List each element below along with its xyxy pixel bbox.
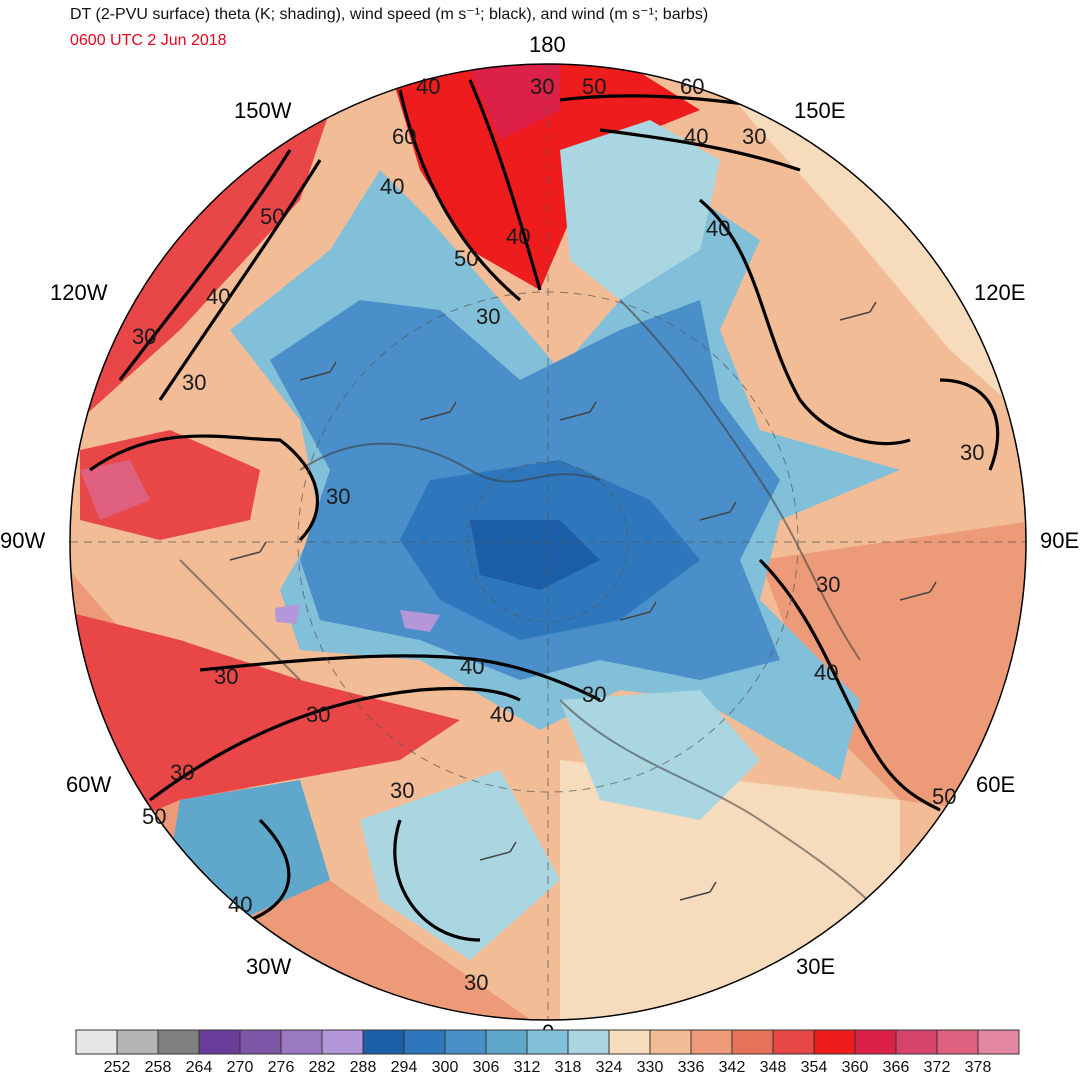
lon-label-60e: 60E [976, 772, 1015, 797]
colorbar-tick-label: 312 [514, 1059, 541, 1076]
contour-label: 30 [582, 682, 606, 707]
contour-label: 30 [476, 304, 500, 329]
contour-label: 30 [816, 572, 840, 597]
contour-label: 30 [530, 74, 554, 99]
colorbar-swatch [567, 1029, 610, 1055]
lon-label-180: 180 [529, 32, 566, 57]
contour-label: 30 [170, 760, 194, 785]
lon-label-120w: 120W [50, 280, 108, 305]
contour-label: 30 [464, 970, 488, 995]
colorbar-tick-label: 378 [965, 1059, 992, 1076]
colorbar-tick-label: 288 [350, 1059, 377, 1076]
colorbar-swatch [608, 1029, 651, 1055]
colorbar-tick-label: 258 [145, 1059, 172, 1076]
colorbar-tick-label: 306 [473, 1059, 500, 1076]
lon-label-150e: 150E [794, 98, 845, 123]
lon-label-60w: 60W [66, 772, 111, 797]
colorbar-tick-label: 366 [883, 1059, 910, 1076]
wind-barbs [229, 301, 937, 901]
lon-label-150w: 150W [234, 98, 292, 123]
contour-label: 40 [228, 892, 252, 917]
colorbar-swatch [731, 1029, 774, 1055]
colorbar-tick-label: 264 [186, 1059, 213, 1076]
contour-label: 40 [684, 124, 708, 149]
colorbar-tick-label: 318 [555, 1059, 582, 1076]
map-title: DT (2-PVU surface) theta (K; shading), w… [70, 6, 709, 23]
colorbar-tick-label: 360 [842, 1059, 869, 1076]
valid-time: 0600 UTC 2 Jun 2018 [70, 32, 227, 49]
colorbar-swatch [895, 1029, 938, 1055]
lon-label-30e: 30E [796, 954, 835, 979]
contour-label: 30 [960, 440, 984, 465]
contour-label: 50 [142, 804, 166, 829]
contour-label: 30 [132, 324, 156, 349]
contour-label: 60 [392, 124, 416, 149]
colorbar: 252 258 264 270 276 282 288 294 300 306 312 318 324 3… [75, 1029, 1020, 1076]
colorbar-tick-label: 300 [432, 1059, 459, 1076]
contour-label: 30 [182, 370, 206, 395]
lon-label-30w: 30W [246, 954, 291, 979]
lon-label-90e: 90E [1040, 528, 1079, 553]
colorbar-swatch [157, 1029, 200, 1055]
colorbar-tick-label: 342 [719, 1059, 746, 1076]
contour-label: 50 [582, 74, 606, 99]
colorbar-tick-label: 324 [596, 1059, 623, 1076]
colorbar-swatch [116, 1029, 159, 1055]
colorbar-swatch [444, 1029, 487, 1055]
contour-label: 50 [260, 204, 284, 229]
colorbar-tick-label: 270 [227, 1059, 254, 1076]
contour-label: 40 [206, 284, 230, 309]
contour-label: 40 [416, 74, 440, 99]
contour-labels: 30 50 60 40 60 40 30 40 50 40 40 50 40 3… [132, 74, 984, 995]
contour-label: 50 [454, 246, 478, 271]
colorbar-tick-label: 336 [678, 1059, 705, 1076]
colorbar-swatch [321, 1029, 364, 1055]
colorbar-swatch [403, 1029, 446, 1055]
colorbar-tick-label: 354 [801, 1059, 828, 1076]
colorbar-swatch [75, 1029, 118, 1055]
colorbar-swatch [854, 1029, 897, 1055]
contour-label: 30 [306, 702, 330, 727]
colorbar-tick-label: 276 [268, 1059, 295, 1076]
colorbar-tick-label: 348 [760, 1059, 787, 1076]
colorbar-swatch [690, 1029, 733, 1055]
colorbar-tick-label: 282 [309, 1059, 336, 1076]
lon-label-90w: 90W [0, 528, 45, 553]
longitude-labels: 180 150E 120E 90E 60E 30E 0 30W 60W 90W … [0, 32, 1079, 1045]
colorbar-tick-label: 330 [637, 1059, 664, 1076]
graticule [70, 64, 1026, 1020]
contour-label: 50 [932, 784, 956, 809]
colorbar-swatch [936, 1029, 979, 1055]
lon-label-120e: 120E [974, 280, 1025, 305]
contour-label: 40 [506, 224, 530, 249]
contour-label: 30 [742, 124, 766, 149]
colorbar-tick-label: 294 [391, 1059, 418, 1076]
colorbar-swatch [362, 1029, 405, 1055]
contour-label: 40 [460, 654, 484, 679]
colorbar-swatch [239, 1029, 282, 1055]
colorbar-swatch [526, 1029, 569, 1055]
contour-label: 40 [706, 216, 730, 241]
colorbar-swatch [649, 1029, 692, 1055]
colorbar-swatch [280, 1029, 323, 1055]
contour-label: 30 [326, 484, 350, 509]
contour-label: 40 [814, 660, 838, 685]
colorbar-swatch [977, 1029, 1020, 1055]
colorbar-tick-label: 252 [104, 1059, 131, 1076]
colorbar-swatch [485, 1029, 528, 1055]
theta-shading [70, 64, 1026, 1020]
colorbar-swatch [198, 1029, 241, 1055]
contour-label: 60 [680, 74, 704, 99]
colorbar-swatch [813, 1029, 856, 1055]
contour-label: 40 [490, 702, 514, 727]
colorbar-swatch [772, 1029, 815, 1055]
colorbar-tick-label: 372 [924, 1059, 951, 1076]
contour-label: 30 [390, 778, 414, 803]
contour-label: 30 [214, 664, 238, 689]
contour-label: 40 [380, 174, 404, 199]
